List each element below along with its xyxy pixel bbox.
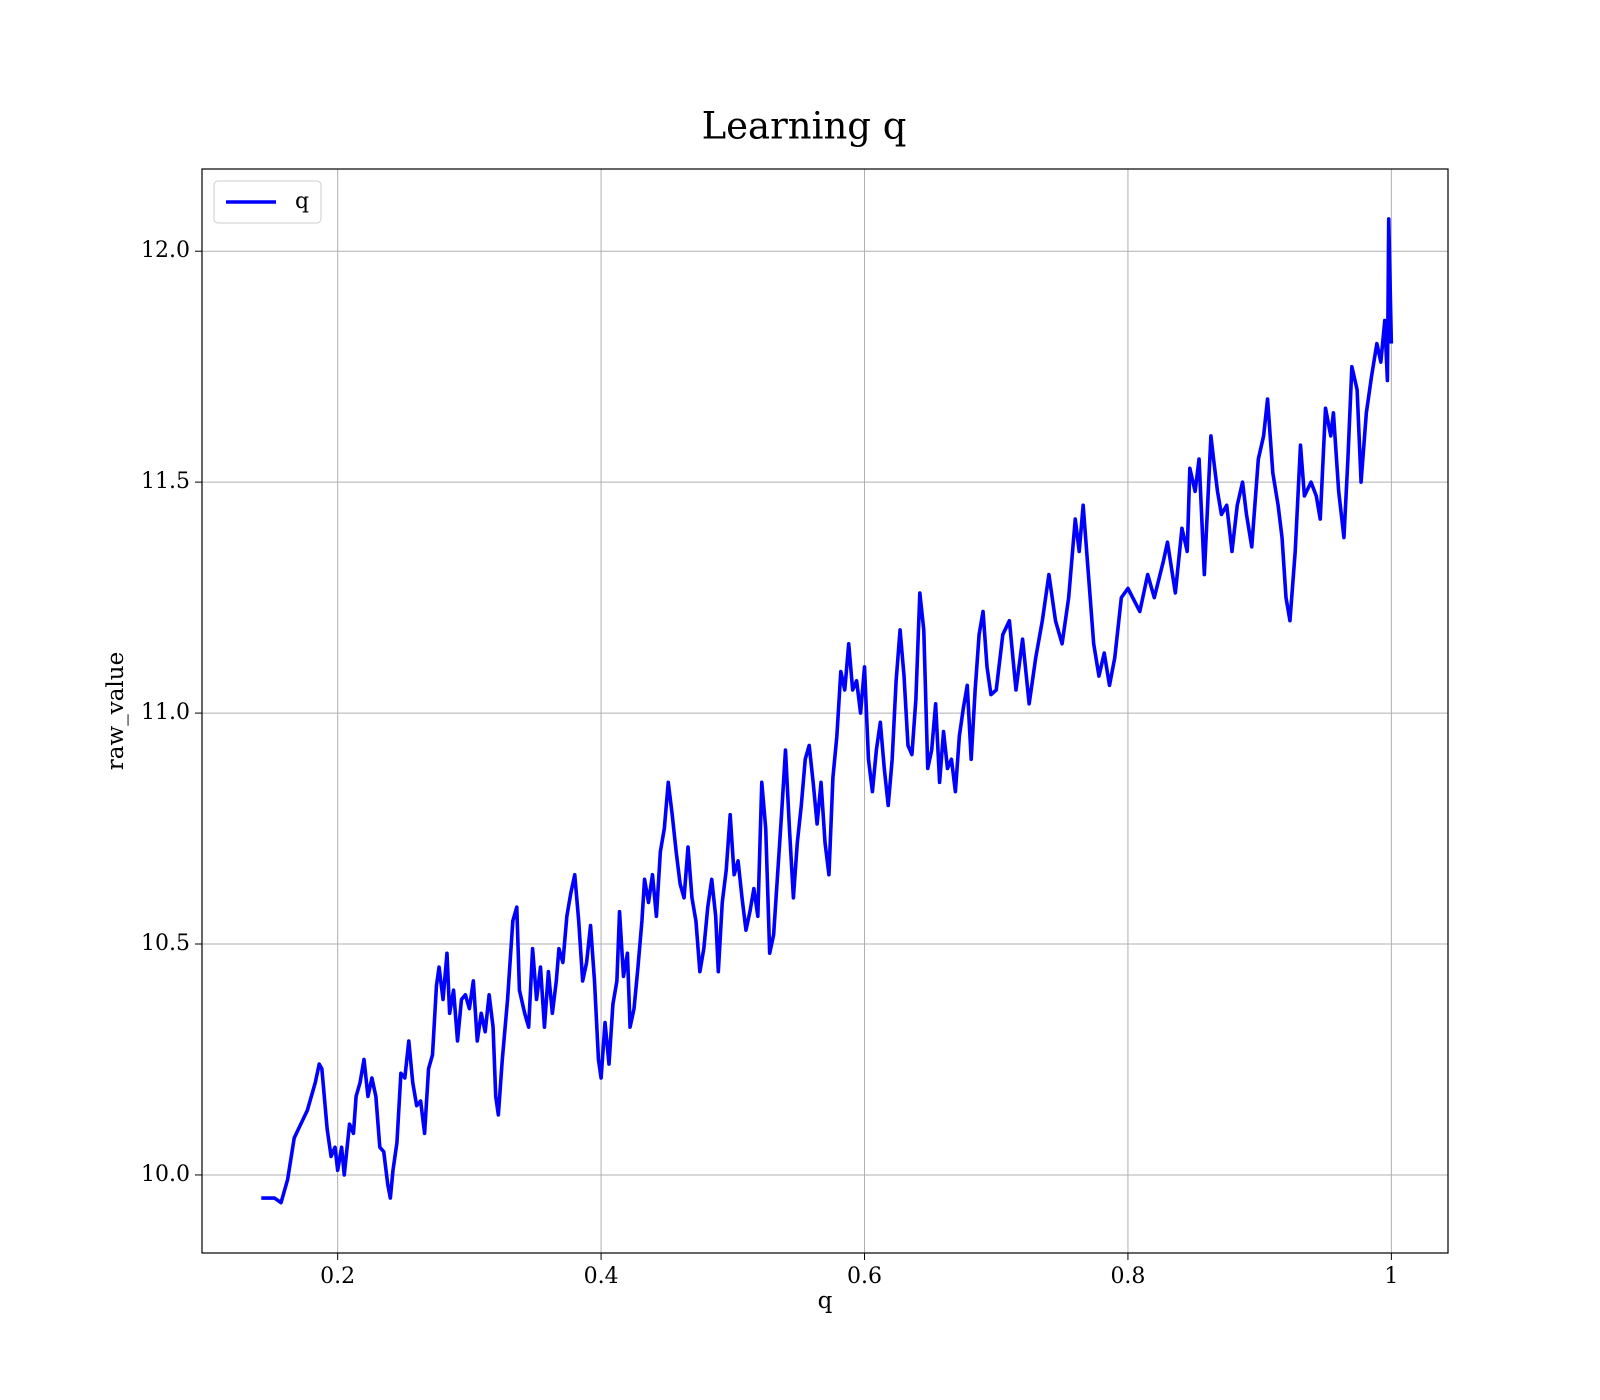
y-tick-label: 10.0 [141,1162,190,1187]
plot-frame [201,168,1449,1254]
y-tick-label: 11.5 [141,469,190,494]
data-line [261,217,1394,1205]
x-tick-label: 0.6 [847,1264,882,1289]
y-axis-label: raw_value [103,652,129,770]
x-tick-label: 1 [1384,1264,1398,1289]
y-tick-label: 11.0 [141,700,190,725]
x-tick-label: 0.2 [320,1264,355,1289]
y-tick-label: 10.5 [141,931,190,956]
y-tick-label: 12.0 [141,238,190,263]
x-tick-label: 0.4 [584,1264,619,1289]
x-axis-label: q [818,1288,833,1314]
chart-title: Learning q [702,105,907,148]
x-tick-label: 0.8 [1110,1264,1145,1289]
legend-label: q [295,189,309,214]
